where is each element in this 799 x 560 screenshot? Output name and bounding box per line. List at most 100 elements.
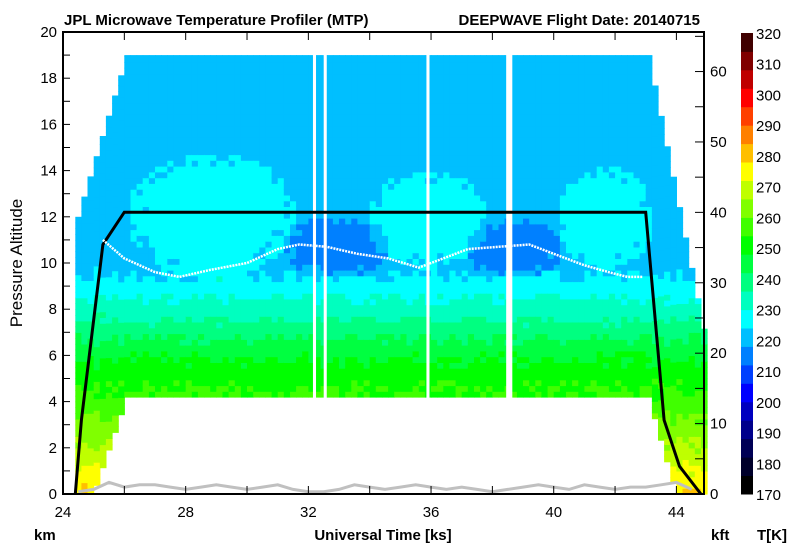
heatmap-cell <box>375 235 383 242</box>
heatmap-cell <box>437 108 444 115</box>
heatmap-cell <box>271 212 279 219</box>
heatmap-cell <box>375 183 383 190</box>
heatmap-cell <box>480 241 487 248</box>
heatmap-cell <box>75 430 82 437</box>
heatmap-cell <box>578 327 585 335</box>
heatmap-cell <box>283 368 291 375</box>
heatmap-cell <box>388 298 395 306</box>
heatmap-cell <box>191 258 199 265</box>
heatmap-cell <box>486 379 493 387</box>
heatmap-cell <box>332 356 340 363</box>
heatmap-cell <box>210 189 217 196</box>
heatmap-cell <box>155 298 162 306</box>
heatmap-cell <box>271 62 279 69</box>
heatmap-cell <box>339 125 346 132</box>
heatmap-cell <box>228 56 236 63</box>
heatmap-cell <box>247 264 254 271</box>
heatmap-cell <box>290 304 297 311</box>
heatmap-cell <box>400 339 408 346</box>
heatmap-cell <box>234 189 242 196</box>
heatmap-cell <box>93 462 101 469</box>
heatmap-cell <box>191 327 199 335</box>
heatmap-cell <box>345 131 352 138</box>
heatmap-cell <box>296 148 303 156</box>
heatmap-cell <box>345 212 352 219</box>
heatmap-cell <box>290 321 297 329</box>
heatmap-cell <box>81 303 89 310</box>
heatmap-cell <box>529 102 536 109</box>
heatmap-cell <box>142 90 150 98</box>
heatmap-cell <box>578 142 585 150</box>
heatmap-cell <box>308 79 316 86</box>
heatmap-cell <box>216 356 223 363</box>
heatmap-cell <box>474 206 481 213</box>
heatmap-cell <box>283 154 291 161</box>
heatmap-cell <box>253 391 260 398</box>
heatmap-cell <box>155 55 162 57</box>
heatmap-cell <box>173 235 181 242</box>
heatmap-cell <box>155 241 162 248</box>
heatmap-cell <box>240 56 248 63</box>
heatmap-cell <box>541 362 549 369</box>
heatmap-cell <box>167 218 174 225</box>
heatmap-cell <box>332 73 340 80</box>
heatmap-cell <box>516 304 524 311</box>
heatmap-cell <box>75 309 82 316</box>
heatmap-cell <box>302 212 309 219</box>
heatmap-cell <box>578 166 585 173</box>
heatmap-cell <box>332 345 340 352</box>
heatmap-cell <box>112 357 119 364</box>
heatmap-cell <box>290 189 297 196</box>
heatmap-cell <box>449 241 457 248</box>
heatmap-cell <box>283 252 291 259</box>
heatmap-cell <box>553 368 561 375</box>
heatmap-cell <box>314 368 322 375</box>
heatmap-cell <box>99 213 107 220</box>
heatmap-cell <box>112 166 119 173</box>
heatmap-cell <box>388 327 395 335</box>
heatmap-cell <box>283 206 291 213</box>
heatmap-cell <box>155 102 162 109</box>
heatmap-cell <box>553 56 561 63</box>
heatmap-cell <box>437 96 444 104</box>
heatmap-cell <box>492 212 500 219</box>
heatmap-cell <box>584 310 592 317</box>
heatmap-cell <box>388 321 395 329</box>
heatmap-cell <box>480 131 487 138</box>
heatmap-cell <box>529 194 536 202</box>
heatmap-cell <box>302 339 309 346</box>
heatmap-cell <box>308 160 316 167</box>
heatmap-cell <box>222 73 230 80</box>
heatmap-cell <box>394 316 401 323</box>
heatmap-cell <box>148 142 156 150</box>
heatmap-cell <box>553 269 561 277</box>
heatmap-cell <box>216 235 223 242</box>
heatmap-cell <box>93 358 101 365</box>
heatmap-cell <box>296 310 303 317</box>
heatmap-cell <box>382 373 389 381</box>
heatmap-cell <box>234 131 242 138</box>
heatmap-cell <box>191 350 199 358</box>
heatmap-cell <box>326 62 334 69</box>
heatmap-cell <box>228 142 236 150</box>
heatmap-cell <box>449 385 457 392</box>
heatmap-cell <box>498 114 506 121</box>
heatmap-cell <box>265 391 273 398</box>
heatmap-cell <box>535 56 542 63</box>
heatmap-cell <box>283 96 291 104</box>
heatmap-cell <box>253 160 260 167</box>
heatmap-cell <box>498 79 506 86</box>
heatmap-cell <box>578 160 585 167</box>
heatmap-cell <box>112 132 119 139</box>
heatmap-cell <box>87 447 95 455</box>
heatmap-cell <box>271 79 279 86</box>
heatmap-cell <box>492 67 500 75</box>
heatmap-cell <box>277 304 285 311</box>
heatmap-cell <box>467 131 475 138</box>
heatmap-cell <box>559 298 567 306</box>
heatmap-cell <box>296 368 303 375</box>
heatmap-cell <box>240 339 248 346</box>
heatmap-cell <box>265 339 273 346</box>
heatmap-cell <box>283 269 291 277</box>
heatmap-cell <box>167 62 174 69</box>
